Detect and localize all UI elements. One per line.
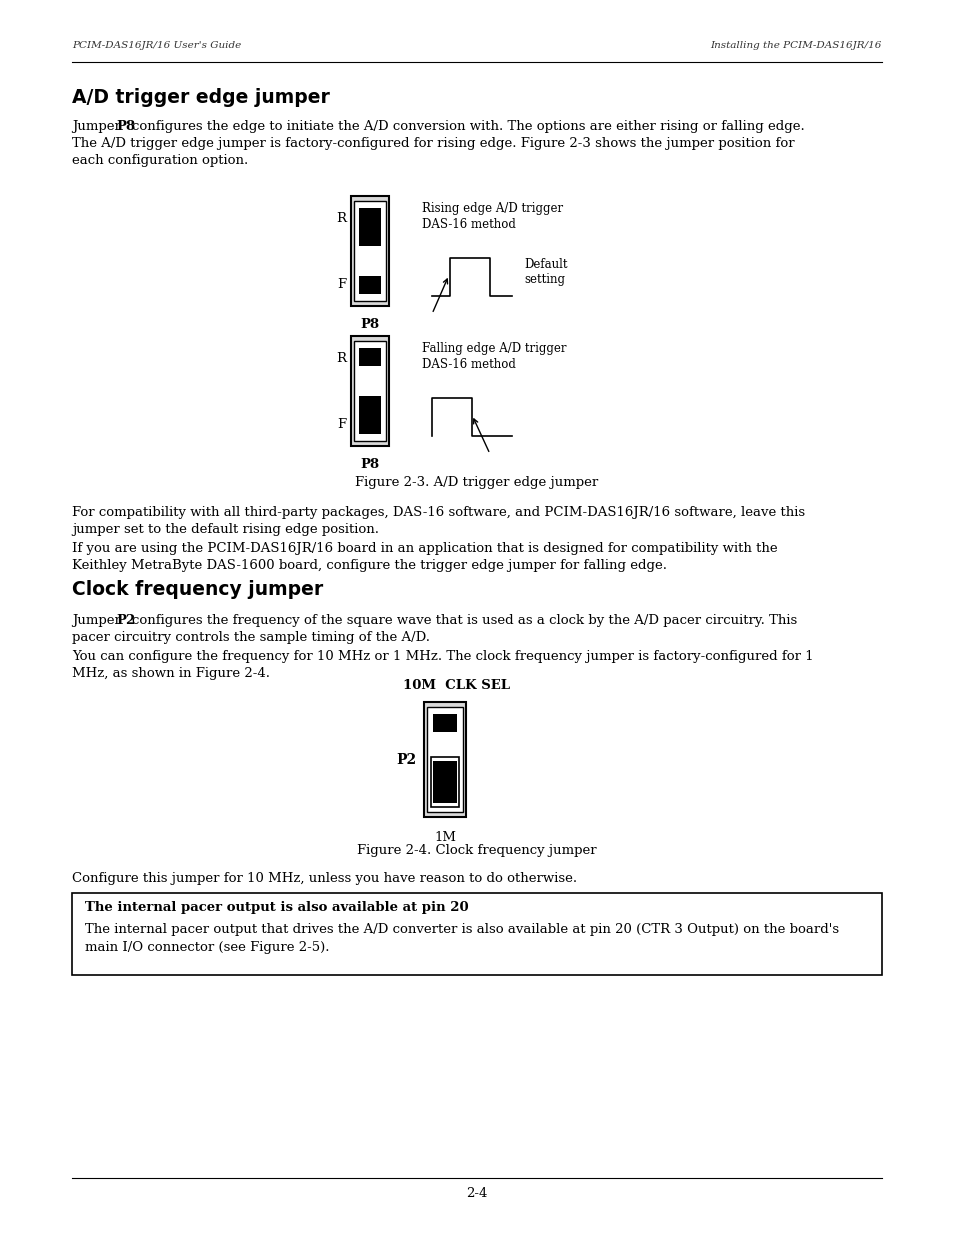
- Text: You can configure the frequency for 10 MHz or 1 MHz. The clock frequency jumper : You can configure the frequency for 10 M…: [71, 650, 813, 663]
- Bar: [427, 706, 462, 811]
- Bar: [431, 757, 458, 806]
- Text: Configure this jumper for 10 MHz, unless you have reason to do otherwise.: Configure this jumper for 10 MHz, unless…: [71, 872, 577, 885]
- Text: R: R: [335, 352, 346, 364]
- Text: Clock frequency jumper: Clock frequency jumper: [71, 580, 323, 599]
- Text: 2-4: 2-4: [466, 1187, 487, 1200]
- Text: P8: P8: [360, 458, 379, 471]
- Text: For compatibility with all third-party packages, DAS-16 software, and PCIM-DAS16: For compatibility with all third-party p…: [71, 506, 804, 519]
- Text: main I/O connector (see Figure 2-5).: main I/O connector (see Figure 2-5).: [85, 941, 329, 953]
- Text: configures the edge to initiate the A/D conversion with. The options are either : configures the edge to initiate the A/D …: [132, 120, 804, 133]
- Text: DAS-16 method: DAS-16 method: [421, 358, 516, 370]
- Bar: [351, 196, 389, 306]
- Text: Installing the PCIM-DAS16JR/16: Installing the PCIM-DAS16JR/16: [710, 41, 882, 49]
- Text: Default: Default: [523, 258, 567, 270]
- Text: A/D trigger edge jumper: A/D trigger edge jumper: [71, 88, 330, 107]
- Bar: [358, 396, 380, 433]
- Text: If you are using the PCIM-DAS16JR/16 board in an application that is designed fo: If you are using the PCIM-DAS16JR/16 boa…: [71, 542, 777, 555]
- Text: The A/D trigger edge jumper is factory-configured for rising edge. Figure 2-3 sh: The A/D trigger edge jumper is factory-c…: [71, 137, 794, 149]
- Text: F: F: [336, 417, 346, 431]
- Text: Figure 2-3. A/D trigger edge jumper: Figure 2-3. A/D trigger edge jumper: [355, 475, 598, 489]
- Text: F: F: [336, 278, 346, 290]
- Text: P8: P8: [116, 120, 135, 133]
- Text: P2: P2: [116, 614, 135, 627]
- Text: Jumper: Jumper: [71, 120, 125, 133]
- Text: Falling edge A/D trigger: Falling edge A/D trigger: [421, 342, 566, 354]
- Bar: [423, 701, 465, 818]
- Text: DAS-16 method: DAS-16 method: [421, 219, 516, 231]
- Text: 1M: 1M: [434, 831, 456, 844]
- Text: PCIM-DAS16JR/16 User's Guide: PCIM-DAS16JR/16 User's Guide: [71, 41, 241, 49]
- Bar: [354, 201, 386, 301]
- Text: 10M  CLK SEL: 10M CLK SEL: [403, 679, 510, 692]
- Text: Keithley MetraByte DAS-1600 board, configure the trigger edge jumper for falling: Keithley MetraByte DAS-1600 board, confi…: [71, 559, 666, 572]
- Text: Figure 2-4. Clock frequency jumper: Figure 2-4. Clock frequency jumper: [356, 844, 597, 857]
- Text: pacer circuitry controls the sample timing of the A/D.: pacer circuitry controls the sample timi…: [71, 631, 430, 643]
- Text: configures the frequency of the square wave that is used as a clock by the A/D p: configures the frequency of the square w…: [132, 614, 797, 627]
- Text: setting: setting: [523, 273, 564, 287]
- Bar: [71, 893, 882, 974]
- Bar: [358, 275, 380, 294]
- Bar: [433, 714, 456, 732]
- Bar: [351, 336, 389, 446]
- Text: jumper set to the default rising edge position.: jumper set to the default rising edge po…: [71, 522, 378, 536]
- Text: Rising edge A/D trigger: Rising edge A/D trigger: [421, 203, 562, 215]
- Text: The internal pacer output is also available at pin 20: The internal pacer output is also availa…: [85, 902, 468, 914]
- Text: P8: P8: [360, 317, 379, 331]
- Text: Jumper: Jumper: [71, 614, 125, 627]
- Bar: [358, 348, 380, 366]
- Bar: [433, 761, 456, 803]
- Text: The internal pacer output that drives the A/D converter is also available at pin: The internal pacer output that drives th…: [85, 923, 839, 936]
- Bar: [358, 207, 380, 246]
- Text: R: R: [335, 211, 346, 225]
- Text: P2: P2: [395, 752, 416, 767]
- Text: MHz, as shown in Figure 2-4.: MHz, as shown in Figure 2-4.: [71, 667, 270, 680]
- Bar: [354, 341, 386, 441]
- Text: each configuration option.: each configuration option.: [71, 154, 248, 167]
